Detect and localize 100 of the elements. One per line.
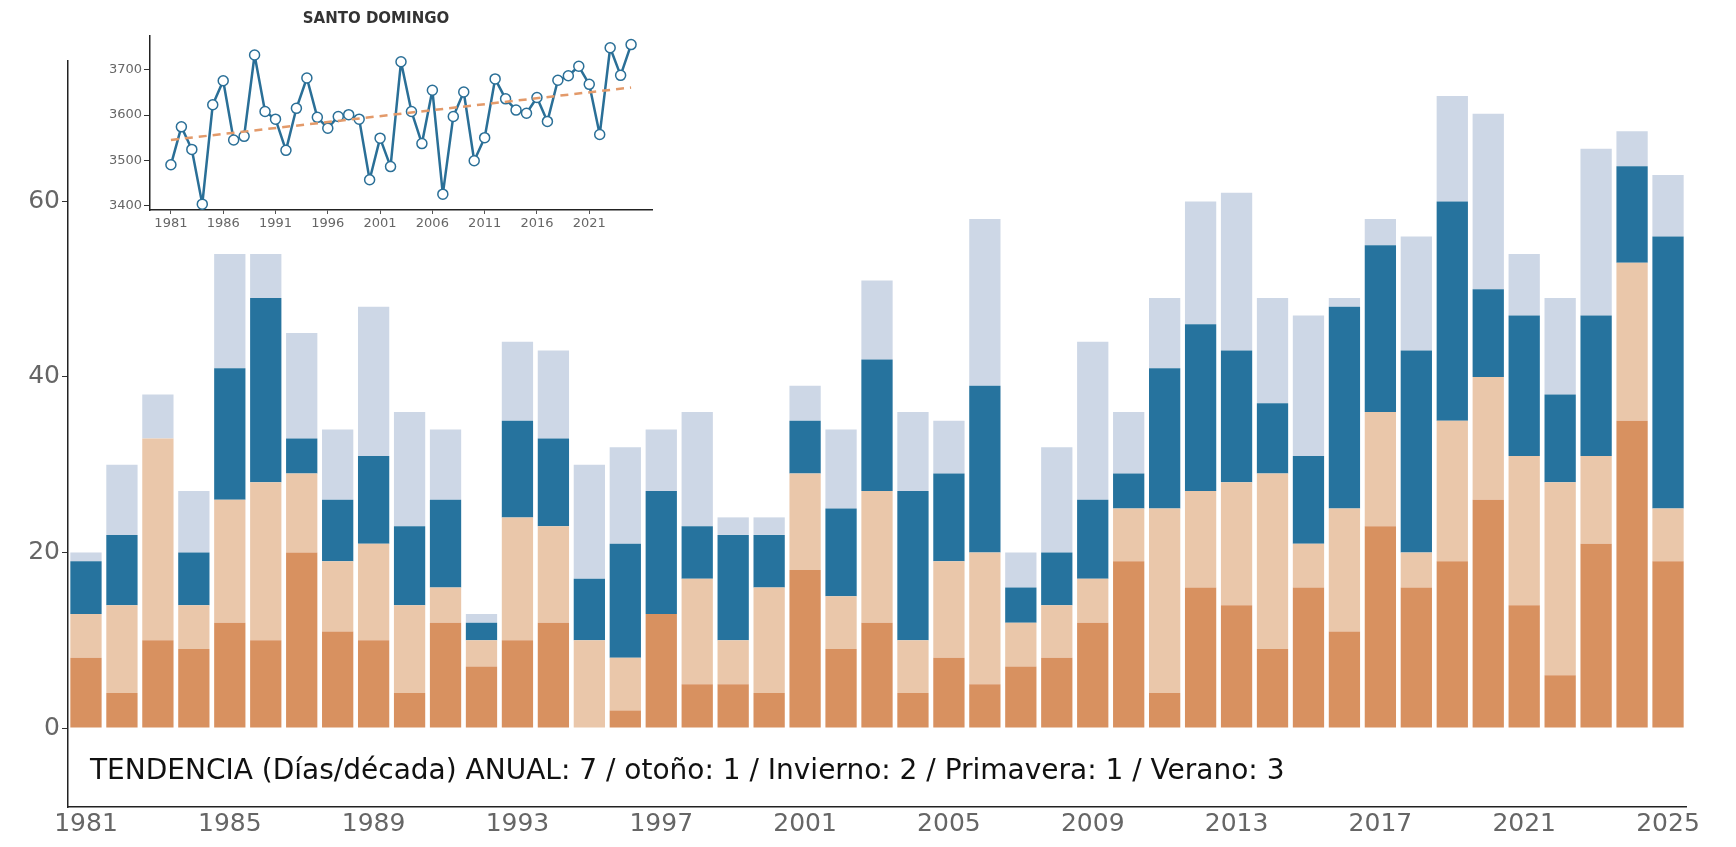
point	[374, 132, 386, 144]
bar	[357, 543, 390, 641]
bar	[1184, 587, 1217, 728]
y-tick-label: 3600	[108, 106, 142, 122]
x-tick-label: 2017	[1348, 807, 1413, 837]
bar	[897, 491, 929, 641]
bar	[933, 561, 965, 658]
bar	[969, 385, 1001, 553]
bar	[393, 692, 426, 728]
bar	[1005, 552, 1037, 588]
bar	[1184, 324, 1217, 492]
bar	[1364, 245, 1397, 413]
x-tick-label: 2013	[1204, 807, 1269, 837]
bar	[1041, 552, 1073, 606]
bar	[861, 622, 893, 728]
bar	[609, 543, 641, 658]
bar	[1580, 148, 1612, 316]
bar	[789, 420, 821, 474]
bar	[465, 622, 498, 641]
bar	[1041, 657, 1073, 728]
bar	[969, 684, 1001, 728]
bar	[1508, 455, 1540, 606]
bar	[465, 613, 498, 623]
point	[395, 56, 407, 68]
bar	[609, 710, 641, 728]
bar	[1652, 561, 1684, 728]
point	[437, 188, 449, 200]
bar	[1113, 412, 1145, 474]
point	[583, 78, 595, 91]
bar	[465, 640, 498, 667]
bar	[1472, 376, 1504, 500]
bar	[1544, 297, 1576, 395]
bar	[393, 605, 426, 693]
point	[248, 49, 261, 61]
bar	[357, 306, 390, 456]
bar	[357, 640, 390, 728]
bar	[1220, 605, 1253, 728]
bar	[1184, 491, 1217, 588]
bar	[1256, 297, 1289, 404]
point	[280, 144, 292, 157]
bar	[681, 684, 713, 728]
bar	[537, 622, 570, 728]
bar	[861, 280, 893, 360]
bar	[537, 526, 570, 623]
x-tick-label: 1981	[154, 215, 188, 231]
bar	[106, 605, 138, 693]
bar	[753, 534, 785, 588]
bar	[142, 394, 174, 439]
point	[227, 134, 240, 146]
bar	[1256, 403, 1289, 474]
bar	[1652, 508, 1684, 562]
bar	[861, 359, 893, 492]
bar	[537, 350, 570, 439]
bar	[393, 526, 426, 606]
y-tick-label: 0	[44, 711, 60, 741]
x-tick-label: 2016	[520, 215, 554, 231]
bar	[70, 561, 102, 614]
point	[186, 143, 198, 156]
bar	[681, 412, 713, 527]
bar	[1256, 649, 1289, 728]
y-tick-label: 3700	[108, 61, 142, 77]
bar	[70, 657, 102, 728]
bar	[322, 429, 354, 500]
bar	[322, 499, 354, 562]
point	[510, 104, 522, 116]
bar	[106, 464, 138, 535]
bar	[753, 692, 785, 728]
bar	[897, 640, 929, 693]
bar	[250, 640, 282, 728]
bar	[1292, 587, 1325, 728]
point	[301, 72, 313, 84]
bar	[933, 420, 965, 474]
bar	[1005, 587, 1037, 623]
bar	[214, 499, 246, 623]
bar	[178, 491, 210, 553]
y-tick-label: 3500	[108, 151, 142, 167]
bar	[429, 499, 462, 588]
y-tick-label: 40	[28, 360, 60, 390]
bar	[1364, 526, 1397, 728]
bar	[286, 333, 318, 439]
bar	[789, 473, 821, 571]
point	[416, 137, 428, 150]
bar	[178, 649, 210, 728]
bar	[178, 552, 210, 606]
point	[614, 69, 627, 82]
bar	[501, 341, 534, 421]
x-tick-label: 2011	[468, 215, 502, 231]
bar	[681, 526, 713, 579]
bar	[645, 491, 677, 614]
bar	[609, 447, 641, 544]
x-tick-label: 1996	[311, 215, 345, 231]
bar	[1077, 622, 1109, 728]
chart-title: SANTO DOMINGO	[302, 8, 450, 27]
bar	[1616, 166, 1648, 263]
bar	[429, 429, 462, 500]
bar	[1544, 675, 1576, 728]
point	[384, 160, 397, 173]
point	[269, 113, 282, 125]
bar	[789, 385, 821, 421]
bar	[70, 613, 102, 658]
